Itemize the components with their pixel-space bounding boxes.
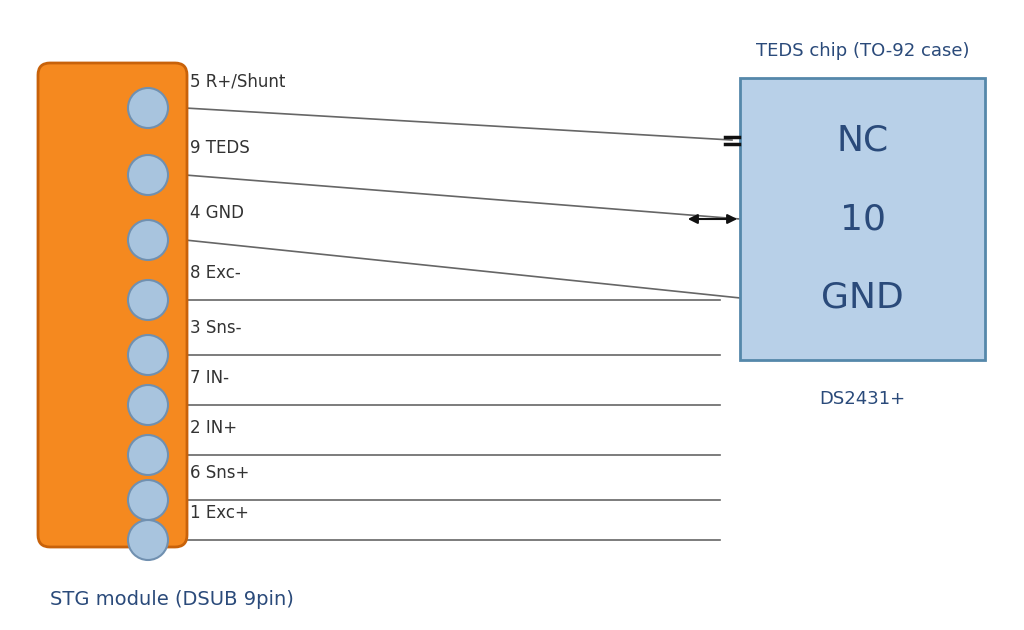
Text: TEDS chip (TO-92 case): TEDS chip (TO-92 case) (756, 42, 970, 60)
Text: 4 GND: 4 GND (190, 204, 244, 222)
Circle shape (128, 335, 168, 375)
Text: GND: GND (821, 281, 904, 315)
Text: 2 IN+: 2 IN+ (190, 419, 238, 437)
Text: 10: 10 (840, 202, 886, 236)
Text: 7 IN-: 7 IN- (190, 369, 229, 387)
Text: NC: NC (837, 123, 889, 157)
Bar (740, 78, 985, 360)
Text: STG module (DSUB 9pin): STG module (DSUB 9pin) (50, 590, 294, 609)
Circle shape (128, 385, 168, 425)
Circle shape (128, 155, 168, 195)
Circle shape (128, 88, 168, 128)
Text: DS2431+: DS2431+ (819, 390, 905, 408)
FancyBboxPatch shape (38, 63, 187, 547)
Text: 8 Exc-: 8 Exc- (190, 264, 241, 282)
Text: 6 Sns+: 6 Sns+ (190, 464, 250, 482)
Text: 9 TEDS: 9 TEDS (190, 139, 250, 157)
Circle shape (128, 480, 168, 520)
Circle shape (128, 220, 168, 260)
Circle shape (128, 280, 168, 320)
Text: 1 Exc+: 1 Exc+ (190, 504, 249, 522)
Circle shape (128, 435, 168, 475)
Text: 3 Sns-: 3 Sns- (190, 319, 242, 337)
Circle shape (128, 520, 168, 560)
Text: 5 R+/Shunt: 5 R+/Shunt (190, 72, 286, 90)
